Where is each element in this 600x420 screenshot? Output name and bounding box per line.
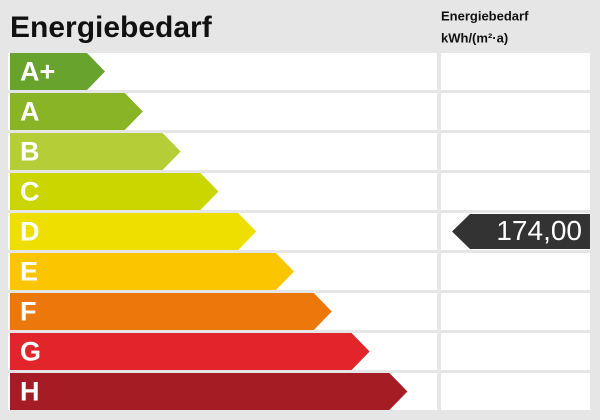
class-label: G: [20, 337, 41, 367]
class-label: A+: [20, 57, 55, 87]
class-label: C: [20, 177, 40, 207]
title: Energiebedarf: [10, 11, 213, 44]
class-arrow: [10, 173, 219, 210]
class-arrow: [10, 133, 181, 170]
column-title: Energiebedarf: [441, 8, 529, 23]
class-label: A: [20, 97, 40, 127]
class-arrow: [10, 333, 370, 370]
value-cell: [441, 373, 590, 410]
value-cell: [441, 93, 590, 130]
class-arrow: [10, 53, 105, 90]
class-label: H: [20, 377, 40, 407]
value-cell: [441, 133, 590, 170]
value-cell: [441, 333, 590, 370]
class-arrow: [10, 93, 143, 130]
column-unit: kWh/(m²·a): [441, 30, 508, 45]
value-cell: [441, 53, 590, 90]
value-cell: [441, 173, 590, 210]
indicator-value: 174,00: [496, 215, 582, 246]
class-label: E: [20, 257, 38, 287]
class-arrow: [10, 293, 332, 330]
value-cell: [441, 293, 590, 330]
value-cell: [441, 253, 590, 290]
indicator-arrow: [452, 214, 590, 249]
class-label: F: [20, 297, 37, 327]
class-arrow: [10, 213, 257, 250]
class-label: D: [20, 217, 40, 247]
class-label: B: [20, 137, 40, 167]
class-arrow: [10, 373, 408, 410]
class-arrow: [10, 253, 294, 290]
